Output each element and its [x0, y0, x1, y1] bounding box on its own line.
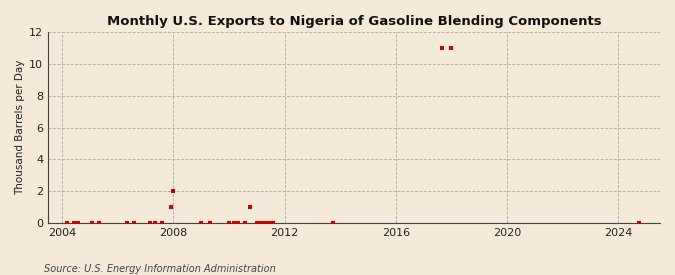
Point — [267, 221, 278, 225]
Point — [228, 221, 239, 225]
Point — [259, 221, 269, 225]
Point — [263, 221, 274, 225]
Point — [156, 221, 167, 225]
Point — [94, 221, 105, 225]
Point — [122, 221, 132, 225]
Point — [244, 205, 255, 209]
Title: Monthly U.S. Exports to Nigeria of Gasoline Blending Components: Monthly U.S. Exports to Nigeria of Gasol… — [107, 15, 601, 28]
Point — [61, 221, 72, 225]
Point — [68, 221, 79, 225]
Point — [251, 221, 262, 225]
Point — [128, 221, 139, 225]
Point — [149, 221, 160, 225]
Point — [165, 205, 176, 209]
Point — [168, 189, 179, 194]
Point — [446, 46, 457, 50]
Point — [205, 221, 216, 225]
Text: Source: U.S. Energy Information Administration: Source: U.S. Energy Information Administ… — [44, 264, 275, 274]
Point — [240, 221, 250, 225]
Point — [634, 221, 645, 225]
Point — [437, 46, 448, 50]
Point — [261, 221, 271, 225]
Point — [145, 221, 156, 225]
Point — [265, 221, 276, 225]
Point — [328, 221, 339, 225]
Point — [86, 221, 97, 225]
Point — [233, 221, 244, 225]
Point — [223, 221, 234, 225]
Y-axis label: Thousand Barrels per Day: Thousand Barrels per Day — [15, 60, 25, 195]
Point — [73, 221, 84, 225]
Point — [196, 221, 207, 225]
Point — [256, 221, 267, 225]
Point — [254, 221, 265, 225]
